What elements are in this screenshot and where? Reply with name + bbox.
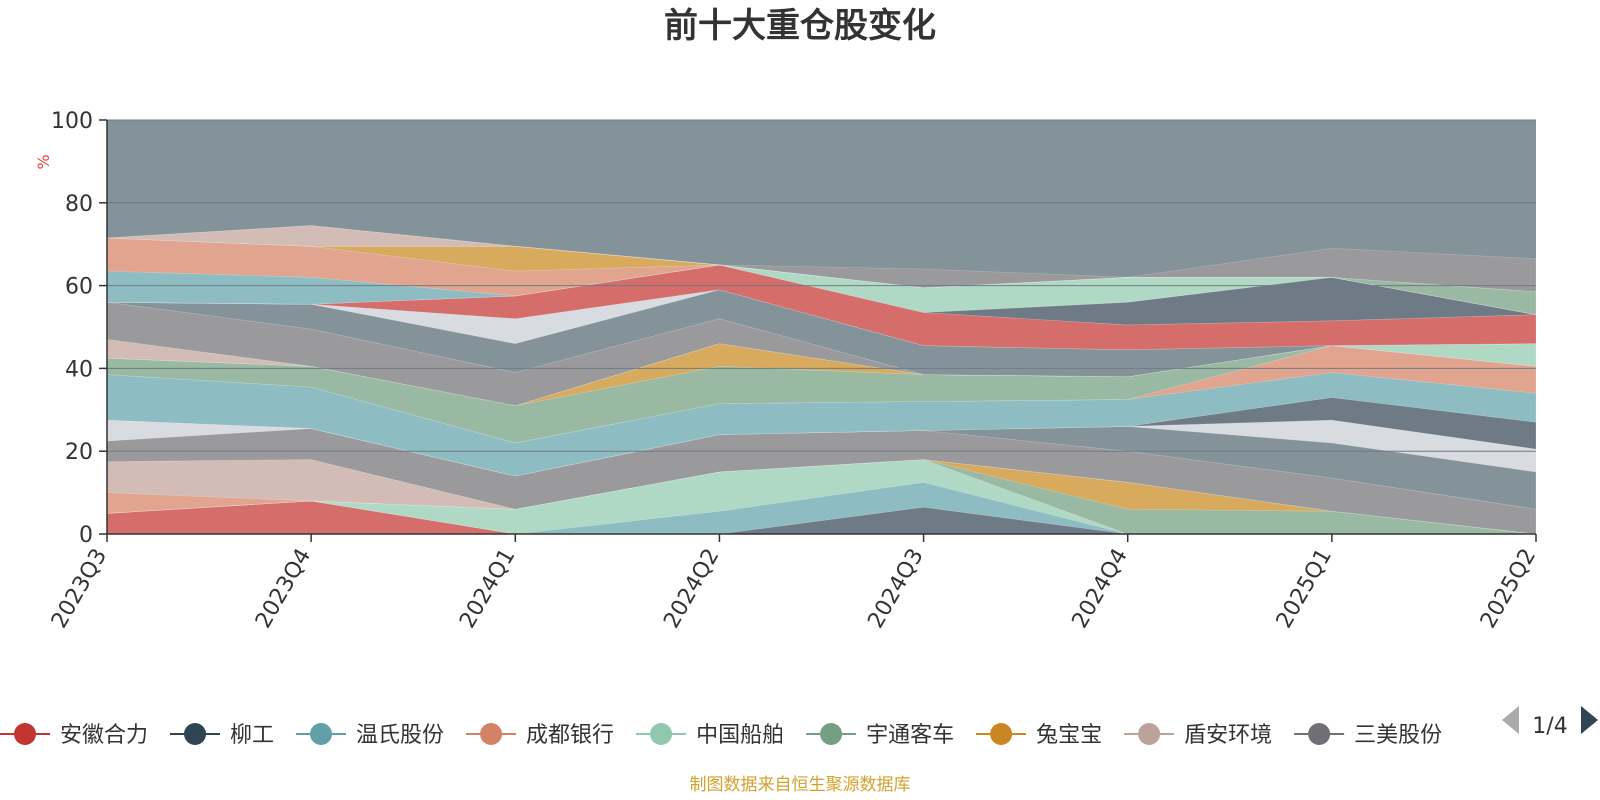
y-axis-ticks: 0 20 40 60 80 100: [51, 109, 107, 548]
x-tick-label: 2024Q2: [659, 545, 724, 633]
legend: 安徽合力 柳工 温氏股份 成都银行 中国船舶 宇通客车 兔宝宝 盾安环境 三美股份 1/4: [0, 706, 1598, 748]
legend-item[interactable]: 安徽合力: [0, 723, 148, 748]
legend-pager: 1/4: [1502, 706, 1598, 739]
x-tick-label: 2023Q4: [251, 545, 316, 633]
y-tick-label: 80: [65, 192, 93, 217]
legend-label: 安徽合力: [60, 723, 148, 748]
y-tick-label: 20: [65, 440, 93, 465]
legend-circle-marker: [1308, 723, 1331, 745]
legend-label: 中国船舶: [696, 723, 784, 748]
area-series-group: [106, 225, 1537, 535]
legend-circle-marker: [820, 723, 843, 745]
legend-label: 温氏股份: [356, 723, 444, 748]
legend-circle-marker: [650, 723, 673, 745]
legend-label: 三美股份: [1354, 723, 1442, 748]
legend-circle-marker: [480, 723, 503, 745]
x-tick-label: 2025Q1: [1272, 545, 1337, 633]
y-tick-label: 0: [79, 523, 93, 548]
legend-label: 宇通客车: [866, 723, 954, 748]
data-source-note: 制图数据来自恒生聚源数据库: [690, 775, 911, 795]
x-tick-label: 2023Q3: [47, 545, 112, 633]
legend-label: 柳工: [230, 723, 274, 748]
area-series-13: [106, 372, 1537, 477]
legend-prev-page-icon[interactable]: [1502, 706, 1519, 734]
legend-page-indicator: 1/4: [1532, 714, 1567, 739]
x-tick-label: 2024Q3: [863, 545, 928, 633]
chart-title: 前十大重仓股变化: [664, 6, 936, 46]
x-tick-label: 2024Q4: [1068, 545, 1133, 633]
legend-item[interactable]: 温氏股份: [296, 723, 444, 748]
x-tick-label: 2025Q2: [1476, 545, 1541, 633]
area-series-28: [106, 237, 1537, 315]
y-tick-label: 60: [65, 275, 93, 300]
legend-circle-marker: [990, 723, 1013, 745]
legend-circle-marker: [310, 723, 333, 745]
legend-item[interactable]: 中国船舶: [636, 723, 784, 748]
legend-label: 成都银行: [526, 723, 614, 748]
legend-next-page-icon[interactable]: [1581, 706, 1598, 734]
x-tick-label: 2024Q1: [455, 545, 520, 633]
legend-circle-marker: [184, 723, 207, 745]
legend-item[interactable]: 宇通客车: [806, 723, 954, 748]
x-axis-ticks: 2023Q3 2023Q4 2024Q1 2024Q2 2024Q3 2024Q4 2025…: [47, 534, 1541, 633]
y-axis-unit-label: %: [34, 154, 53, 169]
legend-circle-marker: [14, 723, 36, 745]
legend-item[interactable]: 柳工: [170, 723, 274, 748]
legend-item[interactable]: 成都银行: [466, 723, 614, 748]
legend-label: 兔宝宝: [1036, 723, 1102, 748]
legend-item[interactable]: 三美股份: [1294, 723, 1442, 748]
y-tick-label: 40: [65, 357, 93, 382]
legend-label: 盾安环境: [1184, 723, 1272, 748]
gridlines: [107, 119, 1536, 452]
area-series-30: [106, 225, 1537, 293]
legend-item[interactable]: 兔宝宝: [976, 723, 1102, 748]
axes: [106, 120, 1536, 535]
legend-item[interactable]: 盾安环境: [1124, 723, 1272, 748]
legend-circle-marker: [1138, 723, 1161, 745]
y-tick-label: 100: [51, 109, 93, 134]
